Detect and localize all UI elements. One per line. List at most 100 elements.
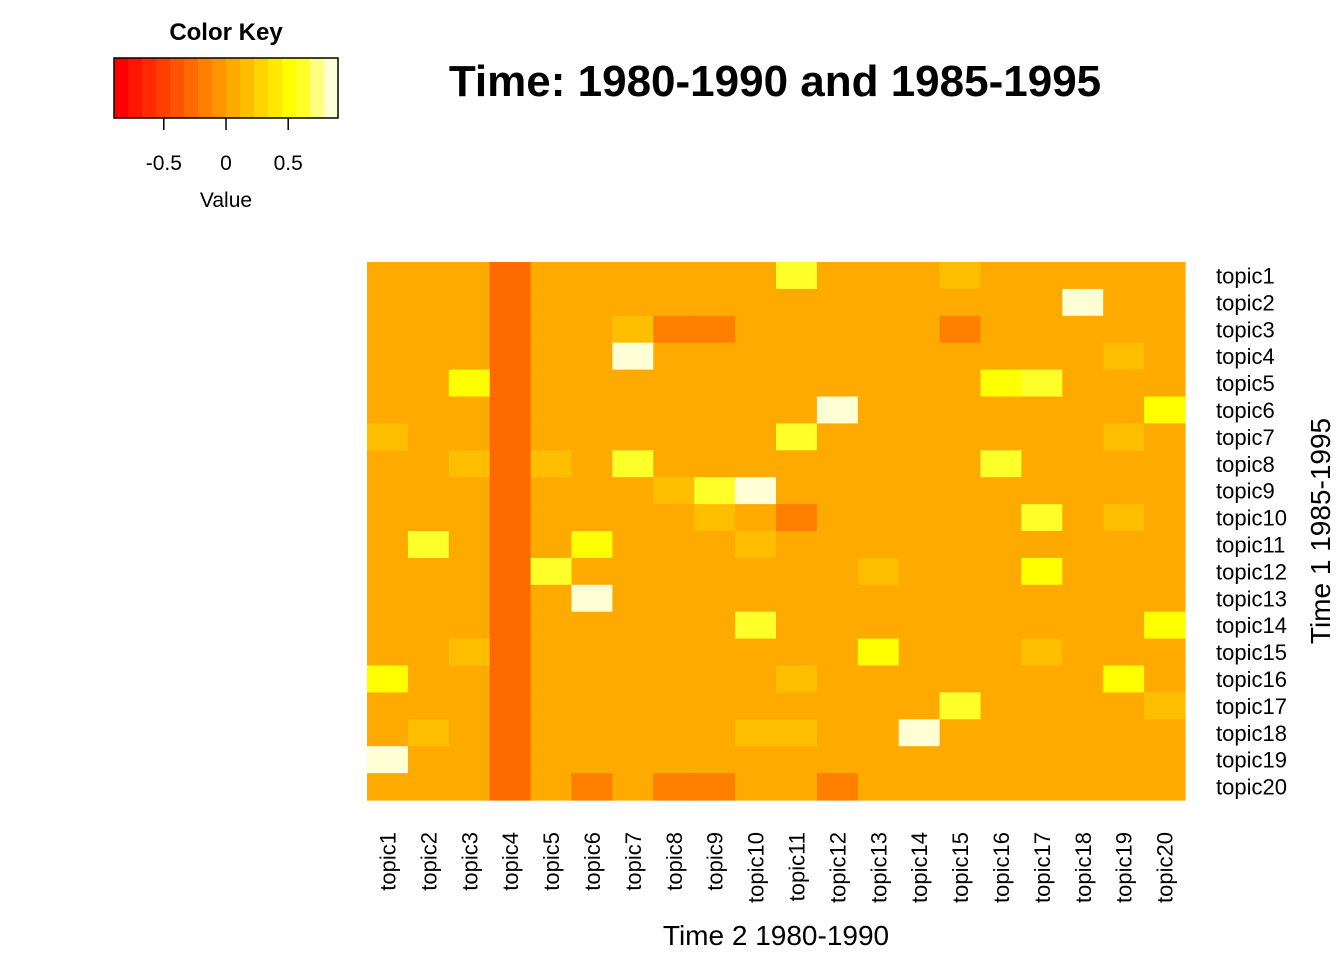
color-key-title: Color Key: [169, 19, 283, 46]
heatmap-cell: [530, 288, 573, 317]
heatmap-cell: [980, 531, 1022, 559]
color-key-swatch: [282, 58, 297, 118]
heatmap-cell: [1144, 262, 1186, 290]
heatmap-cell: [776, 773, 818, 801]
heatmap-cell: [367, 638, 409, 667]
heatmap-cell: [1103, 584, 1145, 613]
column-label: topic20: [1153, 832, 1178, 903]
heatmap-cell: [530, 262, 573, 290]
heatmap-cell: [816, 557, 859, 586]
heatmap-cell: [448, 531, 491, 559]
heatmap-cell: [653, 477, 695, 505]
heatmap-cell: [407, 557, 450, 586]
heatmap-cell: [367, 557, 409, 586]
heatmap-cell: [448, 504, 491, 532]
heatmap-cell: [816, 342, 859, 371]
heatmap-cell: [489, 692, 532, 720]
heatmap-cell: [448, 396, 491, 424]
column-label: topic6: [580, 832, 605, 891]
heatmap-cell: [776, 746, 818, 774]
heatmap-cell: [857, 315, 900, 344]
heatmap-cell: [407, 746, 450, 774]
row-labels: topic1topic2topic3topic4topic5topic6topi…: [1216, 263, 1287, 799]
heatmap-cell: [1062, 611, 1104, 640]
heatmap-cell: [857, 719, 900, 747]
column-label: topic2: [416, 832, 441, 891]
heatmap-cell: [939, 665, 982, 693]
heatmap-cell: [857, 584, 900, 613]
heatmap-cell: [776, 611, 818, 640]
heatmap-cell: [1144, 315, 1186, 344]
heatmap-cell: [1103, 638, 1145, 667]
heatmap-cell: [857, 450, 900, 478]
heatmap-cell: [448, 746, 491, 774]
row-label: topic11: [1216, 533, 1285, 558]
heatmap-cell: [816, 315, 859, 344]
heatmap-cell: [735, 611, 777, 640]
heatmap-cell: [898, 665, 941, 693]
heatmap-cell: [571, 450, 613, 478]
heatmap-cell: [653, 773, 695, 801]
heatmap-cell: [735, 450, 777, 478]
heatmap-cell: [898, 423, 941, 451]
row-label: topic20: [1216, 775, 1287, 800]
heatmap-cell: [1021, 773, 1063, 801]
heatmap-cell: [1103, 746, 1145, 774]
heatmap-cell: [1062, 315, 1104, 344]
heatmap-cell: [1021, 611, 1063, 640]
heatmap-cell: [530, 719, 573, 747]
heatmap-cell: [448, 665, 491, 693]
heatmap-cell: [1062, 262, 1104, 290]
heatmap-cell: [530, 315, 573, 344]
heatmap-cell: [448, 315, 491, 344]
heatmap-cell: [530, 611, 573, 640]
heatmap-cell: [448, 719, 491, 747]
heatmap-cell: [530, 342, 573, 371]
heatmap-cell: [489, 719, 532, 747]
heatmap-cell: [612, 423, 654, 451]
heatmap-cell: [612, 262, 654, 290]
heatmap-cell: [816, 262, 859, 290]
heatmap-cell: [980, 638, 1022, 667]
heatmap-cell: [735, 396, 777, 424]
heatmap-cell: [776, 288, 818, 317]
heatmap-cell: [407, 611, 450, 640]
heatmap-cell: [776, 584, 818, 613]
heatmap-cell: [367, 396, 409, 424]
heatmap-cell: [857, 262, 900, 290]
heatmap-cell: [653, 746, 695, 774]
heatmap-cell: [448, 342, 491, 371]
heatmap-cell: [694, 719, 736, 747]
row-label: topic14: [1216, 613, 1287, 638]
heatmap-cell: [1144, 746, 1186, 774]
heatmap-cell: [1103, 315, 1145, 344]
heatmap-cell: [1144, 584, 1186, 613]
heatmap-cell: [653, 531, 695, 559]
heatmap-cell: [1021, 288, 1063, 317]
heatmap-cell: [735, 773, 777, 801]
heatmap-cell: [530, 369, 573, 398]
heatmap-cell: [776, 557, 818, 586]
heatmap-cell: [367, 665, 409, 693]
column-label: topic18: [1071, 832, 1096, 903]
heatmap-cell: [407, 262, 450, 290]
heatmap-cell: [939, 369, 982, 398]
heatmap-cell: [1021, 423, 1063, 451]
heatmap-cell: [857, 423, 900, 451]
column-label: topic5: [539, 832, 564, 891]
column-label: topic12: [825, 832, 850, 903]
color-key-gradient: [114, 58, 339, 118]
heatmap-cell: [367, 584, 409, 613]
heatmap-cell: [735, 638, 777, 667]
color-key: Color Key -0.5 0 0.5 Value: [113, 19, 339, 212]
heatmap-cell: [448, 450, 491, 478]
row-label: topic3: [1216, 317, 1275, 342]
heatmap-cell: [898, 396, 941, 424]
heatmap-cell: [1021, 719, 1063, 747]
heatmap-cell: [571, 531, 613, 559]
heatmap-cell: [776, 423, 818, 451]
heatmap-cell: [735, 342, 777, 371]
heatmap-cell: [694, 773, 736, 801]
heatmap-cell: [530, 773, 573, 801]
